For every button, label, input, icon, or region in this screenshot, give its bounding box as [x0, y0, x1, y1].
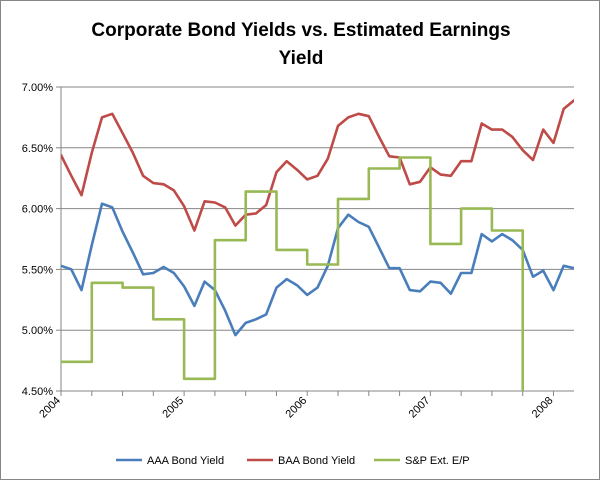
series-line-2 [61, 99, 574, 232]
x-tick-label: 2004 [37, 395, 63, 421]
y-tick-label: 4.50% [22, 386, 53, 398]
series-line-3 [61, 156, 524, 391]
legend-label: AAA Bond Yield [147, 455, 224, 467]
x-tick-label: 2008 [530, 395, 556, 421]
legend-label: BAA Bond Yield [278, 455, 355, 467]
legend-label: S&P Ext. E/P [405, 455, 470, 467]
y-tick-label: 5.00% [22, 325, 53, 337]
y-tick-label: 6.00% [22, 204, 53, 216]
chart-title-line-1: Corporate Bond Yields vs. Estimated Earn… [91, 20, 510, 41]
y-tick-label: 6.50% [22, 143, 53, 155]
y-tick-label: 7.00% [22, 82, 53, 94]
chart-title-line-2: Yield [279, 48, 324, 69]
series-lines [61, 99, 574, 391]
series-line-1 [61, 202, 574, 337]
y-tick-label: 5.50% [22, 264, 53, 276]
x-tick-label: 2007 [407, 395, 433, 421]
legend: AAA Bond Yield BAA Bond Yield S&P Ext. E/P [116, 455, 470, 467]
axes: 4.50% 5.00% 5.50% 6.00% 6.50% 7.00% 2004 2005 20… [22, 82, 574, 420]
x-tick-label: 2006 [284, 395, 310, 421]
x-tick-label: 2005 [160, 395, 186, 421]
